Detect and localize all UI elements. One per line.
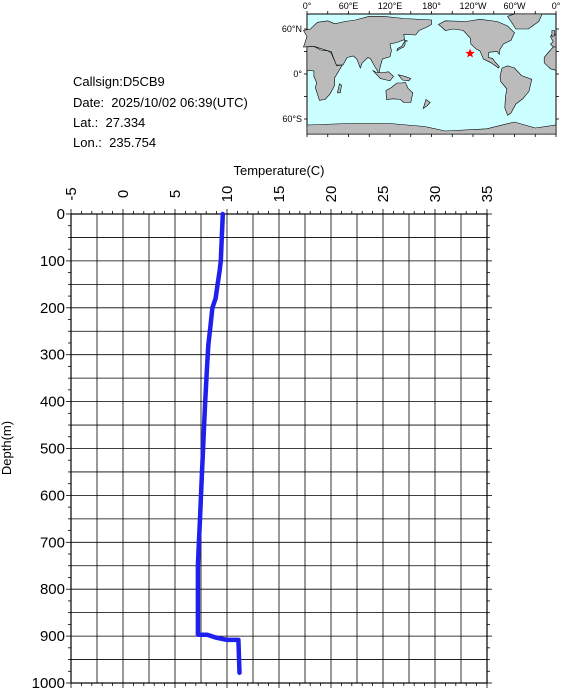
landmass-africa-west <box>543 46 557 71</box>
map-lat-label: 0° <box>293 69 302 79</box>
x-tick-label: 30 <box>427 186 444 203</box>
landmass-europe-west <box>550 33 557 48</box>
landmass-greenland <box>507 13 543 30</box>
landmass-uk <box>551 30 555 37</box>
y-tick-label: 800 <box>40 581 65 598</box>
x-tick-label: 0 <box>115 190 132 198</box>
landmass-new-zealand <box>422 99 431 110</box>
landmass-north-america <box>437 18 515 69</box>
world-map: 0° 60°E 120°E 180° 120°W 60°W 0° 60°N 0° 60°S <box>282 1 561 137</box>
landmass-south-america <box>499 65 533 116</box>
y-tick-label: 400 <box>40 394 65 411</box>
x-axis-label: Temperature(C) <box>233 163 324 178</box>
map-lat-label: 60°N <box>282 24 302 34</box>
landmass-japan <box>396 39 409 52</box>
landmass-europe-asia <box>303 15 432 75</box>
y-tick-label: 200 <box>40 300 65 317</box>
x-tick-label: 25 <box>375 186 392 203</box>
landmass-africa <box>306 45 343 101</box>
y-tick-label: 700 <box>40 534 65 551</box>
y-tick-label: 900 <box>40 628 65 645</box>
plot-frame <box>70 213 488 684</box>
landmass-madagascar <box>337 83 342 94</box>
temperature-profile-line <box>195 211 242 675</box>
x-tick-label: 5 <box>167 190 184 198</box>
y-tick-label: 100 <box>40 253 65 270</box>
x-tick-label: 10 <box>219 186 236 203</box>
map-left-labels: 60°N 0° 60°S <box>282 24 303 124</box>
map-lon-label: 120°W <box>459 1 487 11</box>
x-tick-label: 15 <box>271 186 288 203</box>
landmass-australia <box>385 81 414 103</box>
map-lon-label: 60°E <box>339 1 359 11</box>
star-icon <box>465 48 475 58</box>
y-tick-label: 1000 <box>32 675 65 690</box>
series-layer <box>195 211 242 675</box>
x-tick-label: 35 <box>479 186 496 203</box>
y-axis-ticks: 0 100 200 300 400 500 600 700 800 900 1000 <box>32 206 492 690</box>
y-tick-label: 500 <box>40 441 65 458</box>
longitude-label: Lon.: 235.754 <box>73 135 157 150</box>
date-label: Date: 2025/10/02 06:39(UTC) <box>73 95 248 110</box>
callsign-label: Callsign:D5CB9 <box>73 74 165 89</box>
landmass-indonesia <box>372 70 394 82</box>
x-tick-label: -5 <box>63 187 80 200</box>
x-tick-label: 20 <box>323 186 340 203</box>
map-lon-label: 60°W <box>503 1 526 11</box>
y-tick-label: 300 <box>40 347 65 364</box>
map-top-labels: 0° 60°E 120°E 180° 120°W 60°W 0° <box>303 1 561 11</box>
map-lon-label: 180° <box>422 1 441 11</box>
y-tick-label: 0 <box>57 206 65 223</box>
latitude-label: Lat.: 27.334 <box>73 115 146 130</box>
landmass-new-guinea <box>397 74 412 82</box>
map-lon-label: 0° <box>552 1 561 11</box>
map-ticks <box>304 11 559 137</box>
map-lat-label: 60°S <box>282 114 302 124</box>
map-lon-label: 0° <box>303 1 312 11</box>
chart-grid <box>70 213 488 684</box>
map-lon-label: 120°E <box>378 1 403 11</box>
y-axis-label: Depth(m) <box>0 421 14 475</box>
x-axis-ticks: -5 0 5 10 15 20 25 30 35 <box>63 186 496 688</box>
y-tick-label: 600 <box>40 487 65 504</box>
